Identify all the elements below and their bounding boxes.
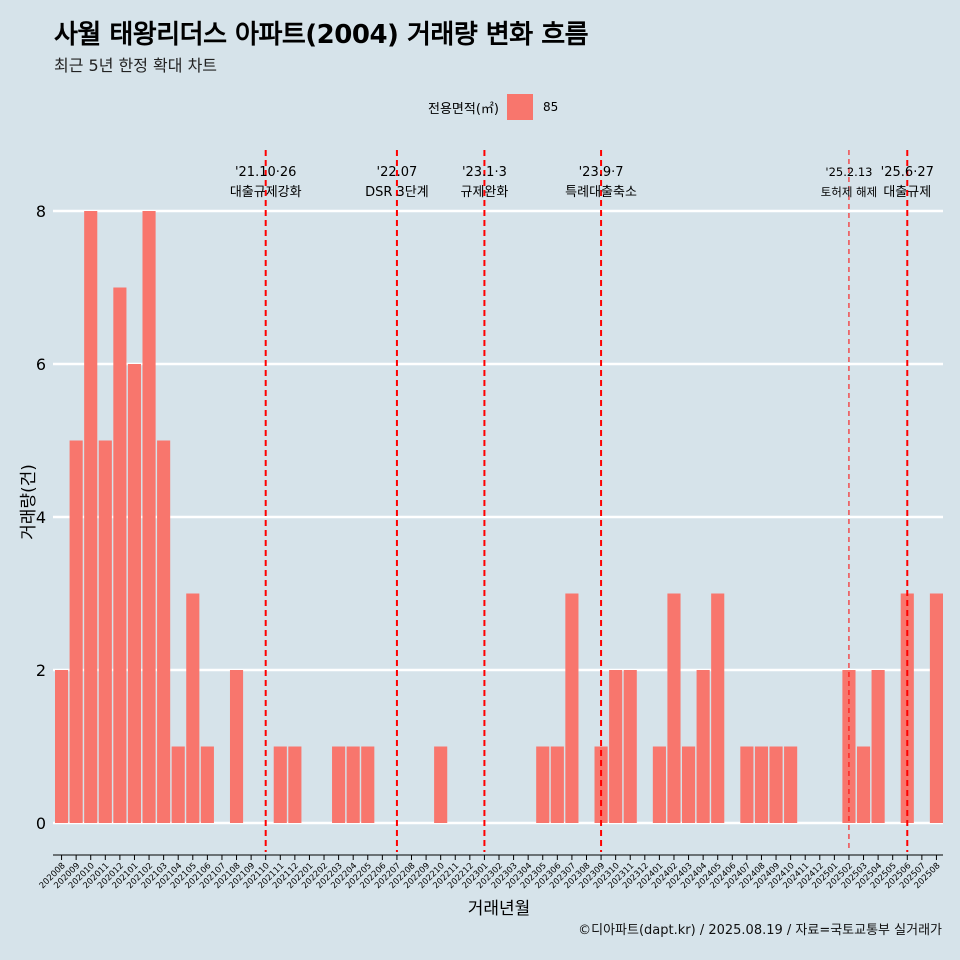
bar-202508 (929, 593, 943, 823)
event-name-label: 토허제 해제 (821, 185, 878, 199)
y-tick-label: 2 (36, 661, 46, 680)
bar-202504 (871, 670, 885, 823)
bar-202009 (69, 440, 83, 823)
bar-202204 (346, 746, 360, 823)
event-date-label: '25.6·27 (881, 165, 934, 180)
bar-202407 (740, 746, 754, 823)
bar-202506 (900, 593, 914, 823)
y-tick-label: 6 (36, 355, 46, 374)
event-name-label: 대출규제강화 (230, 185, 302, 200)
bar-202306 (550, 746, 564, 823)
event-name-label: 특례대출축소 (565, 185, 637, 200)
bar-202310 (609, 670, 623, 823)
source-caption: ©디아파트(dapt.kr) / 2025.08.19 / 자료=국토교통부 실… (578, 923, 942, 938)
bar-202203 (332, 746, 346, 823)
chart-title: 사월 태왕리더스 아파트(2004) 거래량 변화 흐름 (54, 20, 589, 50)
y-tick-label: 8 (36, 202, 46, 221)
bar-202103 (157, 440, 171, 823)
bar-202011 (98, 440, 112, 823)
bar-202210 (434, 746, 448, 823)
bar-202401 (652, 746, 666, 823)
bar-202503 (856, 746, 871, 823)
bar-202106 (200, 746, 214, 823)
bar-202410 (784, 746, 798, 823)
bar-202402 (667, 593, 681, 823)
event-date-label: '23.9·7 (579, 165, 624, 180)
bar-202104 (171, 746, 185, 823)
bar-202403 (681, 746, 696, 823)
event-date-label: '21.10·26 (235, 165, 296, 180)
bar-202008 (55, 670, 69, 823)
bar-202102 (142, 211, 156, 823)
legend-swatch (506, 94, 533, 120)
bar-202409 (769, 746, 783, 823)
bar-202305 (536, 746, 550, 823)
event-name-label: 대출규제 (883, 185, 931, 200)
bar-202307 (565, 593, 579, 823)
bar-202012 (113, 287, 127, 823)
x-axis-title: 거래년월 (468, 899, 531, 919)
legend: 전용면적(㎡) 85 (428, 94, 558, 120)
bar-202105 (186, 593, 200, 823)
bar-202405 (711, 593, 725, 823)
event-name-label: 규제완화 (460, 185, 508, 200)
bar-202111 (273, 746, 287, 823)
chart-subtitle: 최근 5년 한정 확대 차트 (54, 56, 218, 75)
bar-202108 (229, 670, 244, 823)
bar-202205 (361, 746, 375, 823)
y-axis-title: 거래량(건) (19, 464, 39, 540)
event-date-label: '22.07 (377, 165, 418, 180)
y-tick-label: 4 (36, 508, 46, 527)
bar-202408 (754, 746, 769, 823)
bar-202311 (623, 670, 637, 823)
bar-202101 (127, 364, 142, 823)
legend-item-label: 85 (542, 100, 559, 114)
bar-202010 (84, 211, 98, 823)
event-date-label: '23.1·3 (462, 165, 507, 180)
event-date-label: '25.2.13 (825, 165, 872, 179)
bar-202112 (288, 746, 302, 823)
bar-202404 (696, 670, 710, 823)
y-tick-label: 0 (36, 814, 46, 833)
event-name-label: DSR 3단계 (365, 185, 429, 200)
legend-title: 전용면적(㎡) (428, 101, 499, 117)
